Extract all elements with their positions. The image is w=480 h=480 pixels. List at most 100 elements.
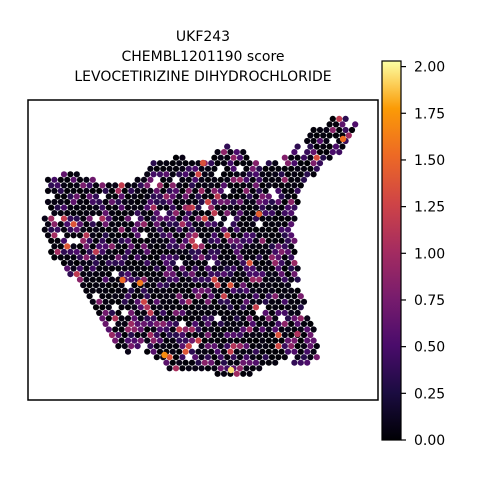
spot bbox=[268, 210, 276, 217]
spot bbox=[211, 287, 218, 294]
spot bbox=[185, 276, 192, 283]
spot bbox=[144, 204, 151, 211]
spot bbox=[211, 331, 218, 339]
spot bbox=[268, 298, 276, 305]
spot bbox=[291, 248, 298, 255]
spot bbox=[300, 298, 308, 305]
spot bbox=[182, 326, 189, 333]
spot bbox=[144, 248, 151, 255]
spot bbox=[188, 304, 196, 311]
spot bbox=[204, 309, 212, 316]
spot bbox=[169, 293, 176, 300]
spot bbox=[115, 210, 122, 217]
spot bbox=[275, 187, 282, 194]
spot bbox=[300, 154, 308, 161]
spot bbox=[179, 343, 186, 350]
spot bbox=[80, 182, 87, 189]
spot bbox=[73, 204, 80, 211]
spot-high-score bbox=[294, 330, 301, 338]
spot bbox=[70, 221, 77, 228]
spot bbox=[83, 254, 90, 261]
spot bbox=[121, 221, 128, 228]
spot bbox=[70, 254, 77, 261]
spot bbox=[182, 359, 189, 366]
colorbar-tick-label: 1.00 bbox=[414, 246, 445, 262]
spot bbox=[256, 254, 263, 261]
spot bbox=[147, 287, 154, 294]
spot bbox=[227, 359, 234, 366]
spot bbox=[291, 171, 298, 178]
spot bbox=[227, 248, 234, 255]
spot bbox=[153, 187, 160, 194]
spot bbox=[185, 320, 192, 327]
spot bbox=[166, 320, 173, 327]
spot bbox=[150, 171, 157, 178]
spot bbox=[150, 315, 157, 322]
spot bbox=[227, 171, 234, 178]
spot bbox=[124, 271, 132, 278]
spot bbox=[259, 182, 266, 189]
spot bbox=[147, 176, 154, 183]
spot bbox=[230, 221, 237, 228]
spot bbox=[48, 248, 55, 255]
spot bbox=[256, 243, 263, 250]
spot bbox=[288, 276, 295, 283]
spot bbox=[176, 304, 183, 311]
spot bbox=[176, 248, 183, 255]
spot bbox=[342, 115, 349, 122]
spot bbox=[144, 326, 151, 333]
spot bbox=[172, 298, 180, 305]
spot bbox=[201, 348, 208, 355]
spot bbox=[147, 265, 154, 272]
spot bbox=[198, 309, 205, 316]
spot bbox=[92, 282, 100, 289]
spot bbox=[160, 276, 167, 283]
spot bbox=[211, 343, 218, 350]
spot bbox=[169, 348, 176, 355]
spot bbox=[105, 282, 112, 289]
spot bbox=[230, 265, 237, 272]
spot bbox=[259, 359, 266, 366]
spot bbox=[252, 226, 260, 233]
spot bbox=[83, 276, 90, 283]
spot bbox=[195, 337, 202, 344]
spot bbox=[262, 354, 269, 361]
spot bbox=[198, 198, 205, 206]
spot bbox=[268, 331, 276, 339]
spot bbox=[201, 315, 208, 322]
spot bbox=[230, 254, 237, 261]
spot bbox=[92, 182, 100, 189]
spot bbox=[278, 293, 285, 300]
spot bbox=[51, 254, 58, 261]
spot bbox=[51, 176, 58, 183]
spot bbox=[64, 210, 71, 217]
spot bbox=[233, 326, 240, 333]
spot bbox=[224, 165, 231, 172]
spot bbox=[230, 276, 237, 283]
spot bbox=[278, 282, 285, 289]
spot bbox=[326, 121, 333, 128]
spot bbox=[172, 276, 180, 283]
spot bbox=[294, 287, 301, 294]
spot bbox=[156, 326, 164, 333]
spot bbox=[176, 171, 183, 178]
spot bbox=[268, 198, 276, 206]
spot bbox=[252, 259, 260, 267]
spot bbox=[252, 237, 260, 244]
spot bbox=[304, 315, 311, 322]
spot bbox=[89, 276, 96, 283]
spot bbox=[147, 165, 154, 172]
spot bbox=[185, 176, 192, 183]
spot bbox=[211, 232, 218, 239]
spot bbox=[192, 210, 199, 217]
spot bbox=[172, 331, 180, 339]
spot bbox=[156, 171, 164, 178]
spot bbox=[102, 187, 109, 194]
spot bbox=[240, 193, 247, 200]
spot bbox=[121, 343, 128, 350]
spot bbox=[336, 149, 343, 156]
spot bbox=[275, 354, 282, 361]
spot bbox=[275, 221, 282, 228]
spot bbox=[144, 259, 151, 267]
spot bbox=[313, 165, 320, 172]
